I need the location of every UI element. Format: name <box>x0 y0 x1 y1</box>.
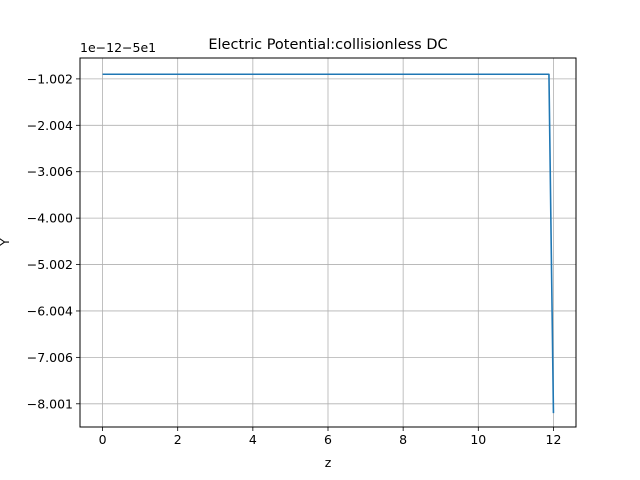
y-tick-label: −2.004 <box>27 118 73 133</box>
series-line <box>102 73 555 414</box>
x-tick-label: 0 <box>99 432 107 447</box>
x-tick-label: 8 <box>399 432 407 447</box>
y-axis: −1.002 −2.004 −3.006 −4.000 −5.002 −6.004 −7.0… <box>27 71 80 411</box>
y-tick-label: −1.002 <box>27 71 73 86</box>
x-axis-label: z <box>325 455 332 470</box>
y-tick-label: −7.006 <box>27 350 73 365</box>
x-tick-label: 2 <box>174 432 182 447</box>
x-axis: 0 2 4 6 8 10 12 <box>99 427 562 447</box>
y-offset-text: 1e−12−5e1 <box>80 40 156 55</box>
y-tick-label: −5.002 <box>27 257 73 272</box>
y-tick-label: −4.000 <box>27 211 73 226</box>
x-tick-label: 6 <box>324 432 332 447</box>
x-tick-label: 10 <box>470 432 486 447</box>
chart-title: Electric Potential:collisionless DC <box>208 37 447 53</box>
y-tick-label: −6.004 <box>27 303 73 318</box>
x-tick-label: 12 <box>546 432 562 447</box>
series-layer <box>102 73 555 414</box>
grid <box>80 58 576 427</box>
y-axis-label: Y <box>0 238 12 247</box>
y-tick-label: −3.006 <box>27 164 73 179</box>
x-tick-label: 4 <box>249 432 257 447</box>
y-tick-label: −8.001 <box>27 396 73 411</box>
